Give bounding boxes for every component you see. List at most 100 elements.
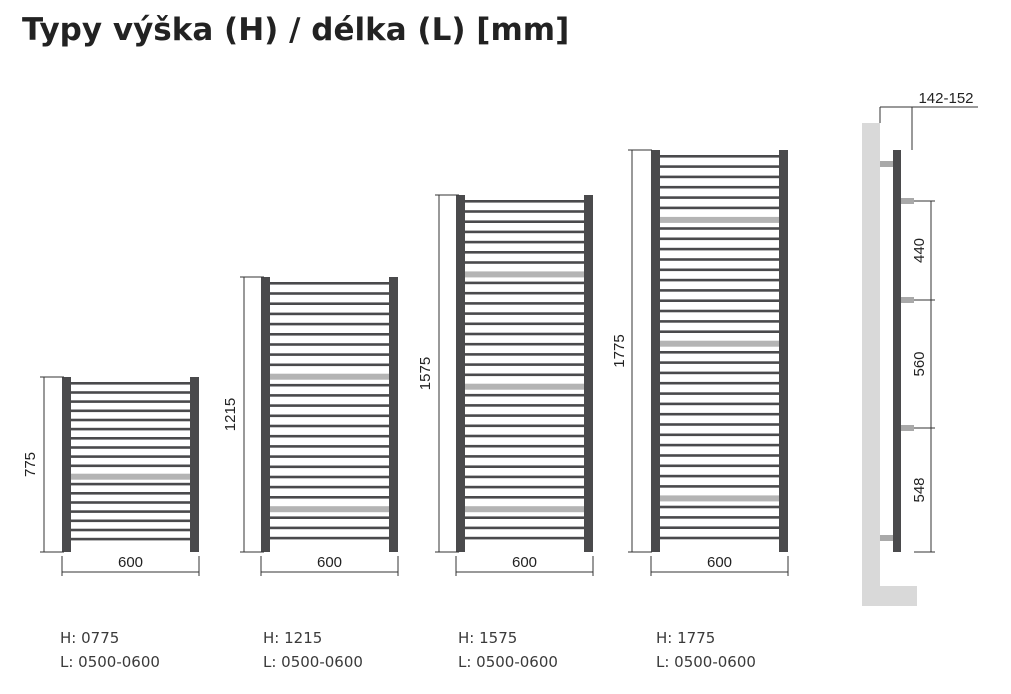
radiator-bar <box>461 230 588 234</box>
radiator-bar <box>656 443 783 447</box>
radiator-bar <box>67 400 194 403</box>
radiator-bar <box>461 404 588 407</box>
wall-bracket <box>880 161 893 167</box>
radiator-bar <box>266 322 393 326</box>
radiator-bar <box>461 251 588 254</box>
radiator-bar <box>656 227 783 230</box>
radiator-right-post <box>190 377 199 552</box>
radiator-bar <box>67 418 194 422</box>
radiator-bar <box>461 485 588 489</box>
radiator-bar <box>461 455 588 458</box>
radiator-bar <box>656 505 783 509</box>
radiator-bar <box>656 516 783 519</box>
radiator-bar <box>656 289 783 292</box>
radiator-bar <box>656 433 783 437</box>
radiator-bar <box>656 320 783 323</box>
radiator-bar <box>266 516 393 519</box>
radiator-highlight-bar <box>656 340 783 347</box>
radiator-bar <box>67 455 194 458</box>
radiator-bar <box>266 445 393 448</box>
height-label: 1575 <box>417 357 434 390</box>
radiator-right-post <box>779 150 788 552</box>
radiator-bar <box>656 206 783 210</box>
radiator-bar <box>461 414 588 417</box>
radiator-bar <box>67 409 194 413</box>
height-label: 775 <box>22 452 39 477</box>
radiator-bar <box>266 414 393 418</box>
radiator-bar <box>656 526 783 529</box>
radiator-bar <box>656 299 783 302</box>
radiator-bar <box>266 434 393 438</box>
radiator-left-post <box>62 377 71 552</box>
radiator-bar <box>67 519 194 523</box>
radiator-bar <box>266 455 393 458</box>
radiator-bar <box>461 496 588 499</box>
radiator-bar <box>656 309 783 313</box>
radiator-bar <box>67 492 194 495</box>
radiator-bar <box>656 412 783 416</box>
floor-profile <box>862 586 917 606</box>
radiator-bar <box>67 537 194 541</box>
radiator-bar <box>266 312 393 316</box>
radiator-bar <box>656 237 783 241</box>
radiator-bar <box>656 423 783 426</box>
radiator-bar <box>461 444 588 448</box>
radiator-bar <box>67 501 194 504</box>
radiator-bar <box>461 210 588 213</box>
radiator-bar <box>266 526 393 530</box>
radiator-bar <box>461 312 588 315</box>
spacing-label: 560 <box>911 351 928 376</box>
radiator-bar <box>656 381 783 385</box>
wall-profile <box>862 123 880 606</box>
radiator-bar <box>461 291 588 295</box>
radiator-bar <box>656 536 783 540</box>
radiator-bar <box>656 247 783 251</box>
radiator-bar <box>656 485 783 488</box>
radiator-highlight-bar <box>461 506 588 513</box>
radiator-bar <box>67 510 194 513</box>
height-label: 1215 <box>222 398 239 431</box>
radiator-bar <box>656 196 783 199</box>
radiator-bar <box>461 393 588 397</box>
height-label: 1775 <box>611 334 628 367</box>
radiator-bar <box>461 373 588 377</box>
radiator-highlight-bar <box>67 473 194 480</box>
radiator-bar <box>266 424 393 428</box>
radiator-bar <box>461 516 588 519</box>
radiator-bar <box>266 475 393 479</box>
radiator-caption: H: 1775 L: 0500-0600 <box>656 626 756 674</box>
radiator-caption: H: 1215 L: 0500-0600 <box>263 626 363 674</box>
connection-marker <box>901 198 914 204</box>
radiator-bar <box>67 446 194 449</box>
radiator-bar <box>461 536 588 540</box>
radiator-bar <box>266 496 393 499</box>
radiator-bar <box>266 282 393 285</box>
width-label: 600 <box>707 554 732 571</box>
radiator-right-post <box>389 277 398 552</box>
radiator-bar <box>266 292 393 295</box>
radiator-highlight-bar <box>266 506 393 513</box>
caption-length: L: 0500-0600 <box>60 653 160 671</box>
radiator-bar <box>656 392 783 395</box>
radiator-right-post <box>584 195 593 552</box>
radiator-bar <box>461 332 588 336</box>
radiator-bar <box>67 528 194 532</box>
caption-length: L: 0500-0600 <box>263 653 363 671</box>
radiator-highlight-bar <box>656 216 783 223</box>
caption-length: L: 0500-0600 <box>656 653 756 671</box>
radiator-bar <box>67 427 194 431</box>
connection-marker <box>901 425 914 431</box>
radiator-bar <box>461 281 588 285</box>
radiator-bar <box>656 185 783 189</box>
radiator-bar <box>656 165 783 168</box>
radiator-bar <box>656 278 783 282</box>
radiator-bar <box>656 464 783 468</box>
radiator-bar <box>656 258 783 261</box>
page-title: Typy výška (H) / délka (L) [mm] <box>22 12 570 48</box>
radiator-bar <box>461 475 588 479</box>
wall-bracket <box>880 535 893 541</box>
radiator-caption: H: 0775 L: 0500-0600 <box>60 626 160 674</box>
radiator-bar <box>67 391 194 394</box>
radiator-bar <box>656 361 783 364</box>
radiator-bar <box>266 363 393 367</box>
